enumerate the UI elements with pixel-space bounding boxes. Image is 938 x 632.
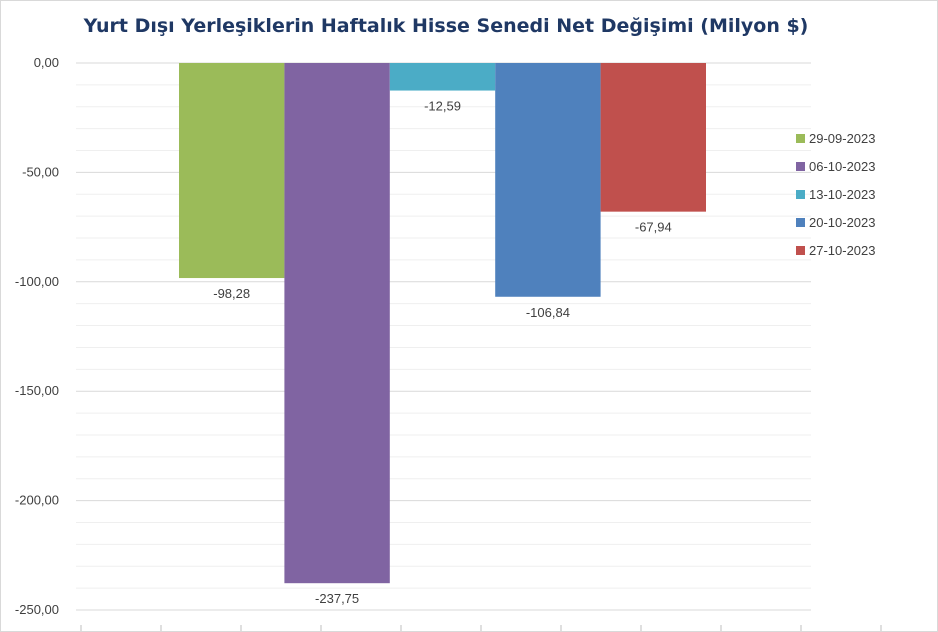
legend-swatch bbox=[796, 134, 805, 143]
legend-label: 27-10-2023 bbox=[809, 243, 876, 258]
legend-label: 29-09-2023 bbox=[809, 131, 876, 146]
y-tick-label: -250,00 bbox=[15, 602, 59, 617]
bar-27-10-2023 bbox=[600, 63, 706, 212]
legend-swatch bbox=[796, 190, 805, 199]
data-label: -12,59 bbox=[424, 99, 461, 114]
grid-layer: 0,00 -50,00 -100,00 -150,00 -200,00 -250,00 bbox=[15, 55, 882, 631]
legend-swatch bbox=[796, 162, 805, 171]
label-layer: -98,28 -237,75 -12,59 -106,84 -67,94 bbox=[213, 99, 671, 607]
bar-layer bbox=[179, 63, 706, 584]
bar-20-10-2023 bbox=[495, 63, 601, 297]
y-tick-label: -50,00 bbox=[22, 164, 59, 179]
bar-06-10-2023 bbox=[284, 63, 390, 584]
data-label: -237,75 bbox=[315, 591, 359, 606]
legend-label: 06-10-2023 bbox=[809, 159, 876, 174]
y-tick-label: -200,00 bbox=[15, 493, 59, 508]
chart-title: Yurt Dışı Yerleşiklerin Haftalık Hisse S… bbox=[83, 15, 809, 37]
data-label: -106,84 bbox=[526, 305, 570, 320]
bar-29-09-2023 bbox=[179, 63, 285, 279]
legend-swatch bbox=[796, 218, 805, 227]
data-label: -98,28 bbox=[213, 286, 250, 301]
y-tick-label: -150,00 bbox=[15, 383, 59, 398]
legend-layer: 29-09-2023 06-10-2023 13-10-2023 20-10-2023… bbox=[796, 131, 876, 258]
y-tick-label: -100,00 bbox=[15, 274, 59, 289]
legend-swatch bbox=[796, 246, 805, 255]
legend-label: 13-10-2023 bbox=[809, 187, 876, 202]
legend-label: 20-10-2023 bbox=[809, 215, 876, 230]
data-label: -67,94 bbox=[635, 220, 672, 235]
y-tick-label: 0,00 bbox=[34, 55, 59, 70]
bar-13-10-2023 bbox=[389, 63, 496, 91]
